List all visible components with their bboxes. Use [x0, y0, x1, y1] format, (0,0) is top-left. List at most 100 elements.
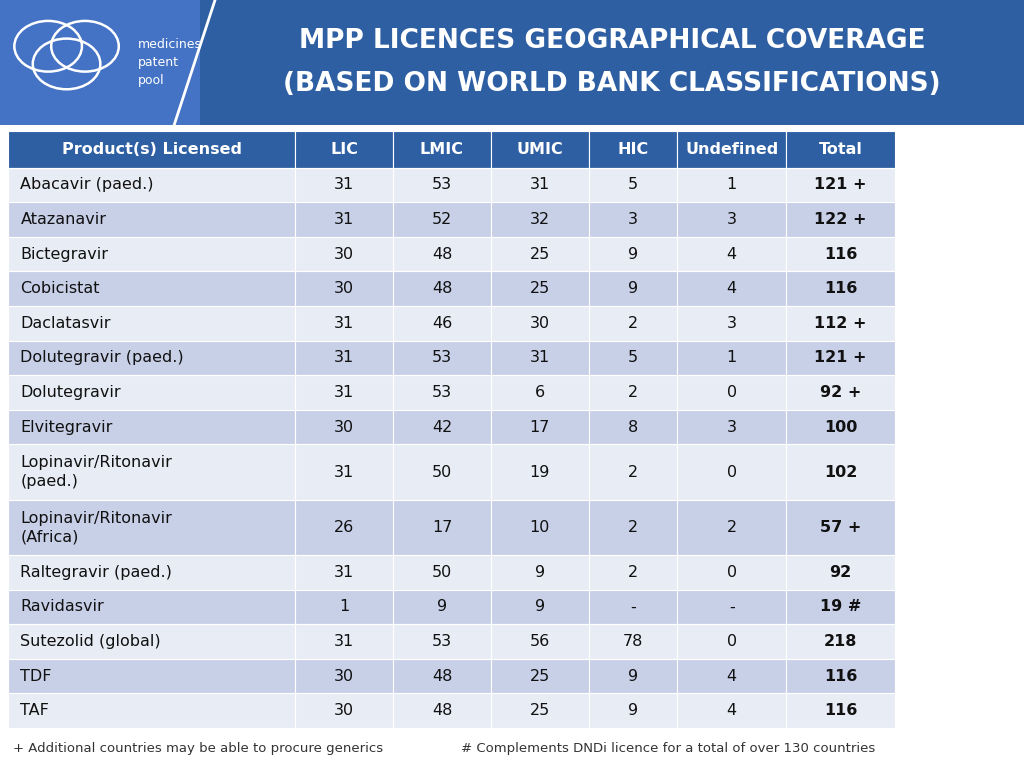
- Bar: [786, 445, 895, 500]
- Text: 2: 2: [628, 465, 638, 479]
- Text: 31: 31: [334, 465, 354, 479]
- Bar: [589, 237, 677, 271]
- Bar: [589, 376, 677, 410]
- Bar: [786, 555, 895, 590]
- Text: 116: 116: [823, 247, 857, 262]
- Text: 116: 116: [823, 703, 857, 718]
- Bar: [786, 306, 895, 341]
- Text: 50: 50: [432, 565, 452, 580]
- Text: 53: 53: [432, 350, 452, 366]
- Bar: [295, 410, 393, 445]
- Bar: [490, 445, 589, 500]
- Text: 19: 19: [529, 465, 550, 479]
- Text: 26: 26: [334, 520, 354, 535]
- Bar: [8, 202, 295, 237]
- Bar: [677, 306, 786, 341]
- Text: 0: 0: [727, 634, 736, 649]
- Text: 48: 48: [432, 247, 453, 262]
- Text: 122 +: 122 +: [814, 212, 866, 227]
- Text: LIC: LIC: [330, 142, 358, 157]
- Text: 53: 53: [432, 385, 452, 400]
- Bar: [677, 167, 786, 202]
- Text: # Complements DNDi licence for a total of over 130 countries: # Complements DNDi licence for a total o…: [461, 742, 876, 754]
- Bar: [8, 500, 295, 555]
- Bar: [8, 306, 295, 341]
- Bar: [490, 202, 589, 237]
- Text: 48: 48: [432, 281, 453, 296]
- Text: 3: 3: [628, 212, 638, 227]
- Text: 9: 9: [628, 703, 638, 718]
- Text: 19 #: 19 #: [820, 600, 861, 614]
- Text: Raltegravir (paed.): Raltegravir (paed.): [20, 565, 172, 580]
- Bar: [490, 410, 589, 445]
- Bar: [8, 445, 295, 500]
- Bar: [295, 341, 393, 376]
- Bar: [393, 694, 490, 728]
- Bar: [393, 500, 490, 555]
- Bar: [786, 376, 895, 410]
- Bar: [589, 555, 677, 590]
- Bar: [786, 131, 895, 167]
- Text: 9: 9: [628, 247, 638, 262]
- Bar: [786, 590, 895, 624]
- Text: TAF: TAF: [20, 703, 49, 718]
- Text: Dolutegravir: Dolutegravir: [20, 385, 121, 400]
- Text: Abacavir (paed.): Abacavir (paed.): [20, 177, 154, 193]
- Bar: [8, 659, 295, 694]
- Bar: [295, 167, 393, 202]
- Text: 3: 3: [727, 212, 736, 227]
- Bar: [677, 500, 786, 555]
- Text: 32: 32: [529, 212, 550, 227]
- Bar: [200, 0, 1024, 125]
- Text: Undefined: Undefined: [685, 142, 778, 157]
- Text: 116: 116: [823, 669, 857, 684]
- Text: Dolutegravir (paed.): Dolutegravir (paed.): [20, 350, 184, 366]
- Text: 48: 48: [432, 703, 453, 718]
- Text: 30: 30: [334, 703, 354, 718]
- Bar: [589, 131, 677, 167]
- Text: 48: 48: [432, 669, 453, 684]
- Text: TDF: TDF: [20, 669, 52, 684]
- Bar: [393, 624, 490, 659]
- Text: 218: 218: [823, 634, 857, 649]
- Bar: [677, 131, 786, 167]
- Bar: [295, 202, 393, 237]
- Text: 4: 4: [727, 247, 736, 262]
- Bar: [589, 590, 677, 624]
- Bar: [786, 624, 895, 659]
- Text: 2: 2: [628, 565, 638, 580]
- Bar: [589, 694, 677, 728]
- Bar: [295, 555, 393, 590]
- Text: 2: 2: [628, 385, 638, 400]
- Text: 4: 4: [727, 703, 736, 718]
- Text: Daclatasvir: Daclatasvir: [20, 316, 111, 331]
- Text: medicines
patent
pool: medicines patent pool: [138, 38, 203, 87]
- Bar: [295, 659, 393, 694]
- Bar: [490, 555, 589, 590]
- Bar: [0, 0, 200, 125]
- Text: 1: 1: [727, 350, 737, 366]
- Bar: [8, 167, 295, 202]
- Text: 9: 9: [535, 565, 545, 580]
- Text: 53: 53: [432, 177, 452, 193]
- Text: 9: 9: [437, 600, 447, 614]
- Text: 17: 17: [432, 520, 453, 535]
- Text: 30: 30: [334, 281, 354, 296]
- Text: Cobicistat: Cobicistat: [20, 281, 100, 296]
- Bar: [8, 271, 295, 306]
- Bar: [786, 341, 895, 376]
- Text: 0: 0: [727, 565, 736, 580]
- Text: 92: 92: [829, 565, 852, 580]
- Text: 78: 78: [623, 634, 643, 649]
- Bar: [393, 167, 490, 202]
- Text: Product(s) Licensed: Product(s) Licensed: [61, 142, 242, 157]
- Text: 31: 31: [334, 350, 354, 366]
- Bar: [786, 237, 895, 271]
- Bar: [295, 271, 393, 306]
- Text: 2: 2: [628, 520, 638, 535]
- Text: 3: 3: [727, 419, 736, 435]
- Bar: [295, 694, 393, 728]
- Bar: [589, 202, 677, 237]
- Bar: [786, 167, 895, 202]
- Bar: [8, 590, 295, 624]
